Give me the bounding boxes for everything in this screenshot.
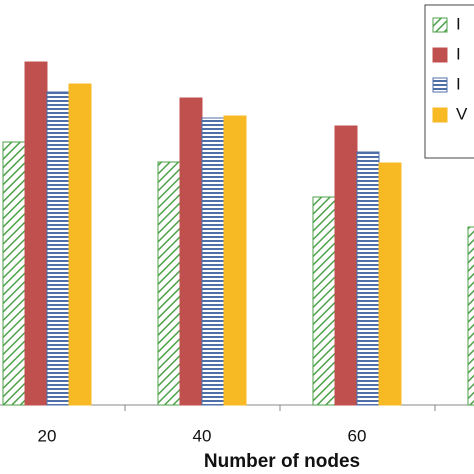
legend-label: I (456, 14, 461, 33)
bar (2, 141, 26, 406)
bar (24, 61, 48, 406)
bar (467, 226, 474, 406)
bar (46, 91, 70, 406)
legend-label: I (456, 74, 461, 93)
legend-label: V (456, 104, 468, 123)
legend (424, 4, 474, 159)
x-axis-title: Number of nodes (204, 451, 360, 472)
bar (179, 97, 203, 406)
bar (312, 196, 336, 406)
legend-swatch (432, 17, 448, 33)
bar (356, 151, 380, 406)
legend-swatch (432, 47, 448, 63)
legend-swatch (432, 77, 448, 93)
legend-swatch (432, 107, 448, 123)
bar (223, 115, 247, 406)
bar (68, 83, 92, 406)
x-tick-label: 20 (38, 426, 57, 445)
legend-label: I (456, 44, 461, 63)
bar (334, 125, 358, 406)
x-tick-label: 40 (193, 426, 212, 445)
bar (201, 117, 225, 406)
bar (378, 162, 402, 406)
x-tick-label: 60 (348, 426, 367, 445)
bar (157, 161, 181, 406)
